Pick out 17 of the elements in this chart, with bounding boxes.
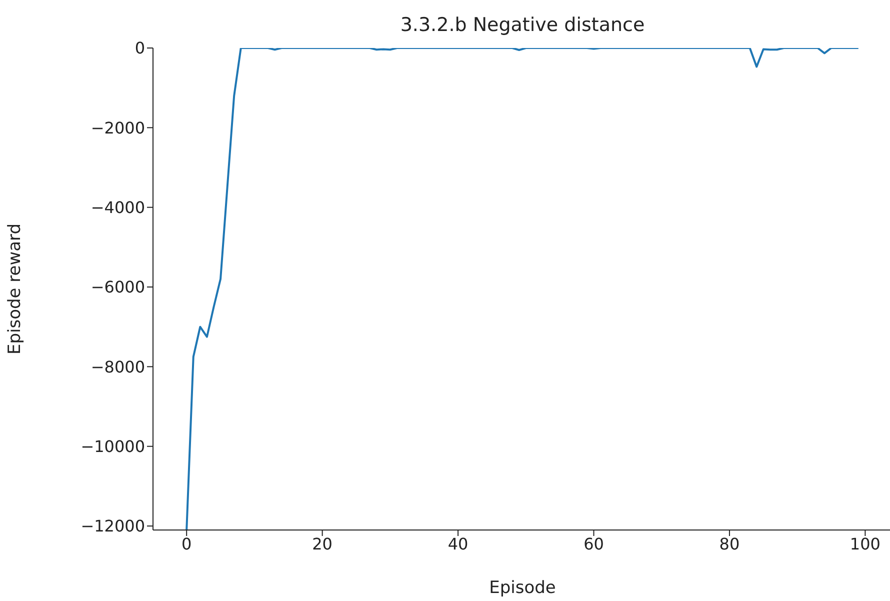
x-axis-title: Episode	[489, 578, 556, 598]
chart-title: 3.3.2.b Negative distance	[399, 14, 646, 36]
x-tick-label: 80	[719, 534, 740, 554]
line-series	[186, 48, 860, 530]
x-tick-label: 40	[448, 534, 468, 554]
x-tick-label: 100	[850, 534, 880, 554]
y-tick-label: −4000	[90, 198, 145, 218]
y-tick-label: −10000	[80, 437, 145, 456]
y-tick-label: −2000	[90, 118, 145, 138]
x-tick-label: 60	[584, 534, 604, 554]
y-tick-label: −12000	[80, 516, 145, 536]
y-tick-label: −8000	[90, 357, 145, 376]
y-axis-title: Episode reward	[5, 223, 26, 355]
y-tick-label: −6000	[90, 278, 145, 297]
x-tick-label: 20	[312, 534, 332, 554]
y-tick-label: 0	[134, 38, 145, 58]
x-tick-label: 0	[181, 534, 192, 554]
